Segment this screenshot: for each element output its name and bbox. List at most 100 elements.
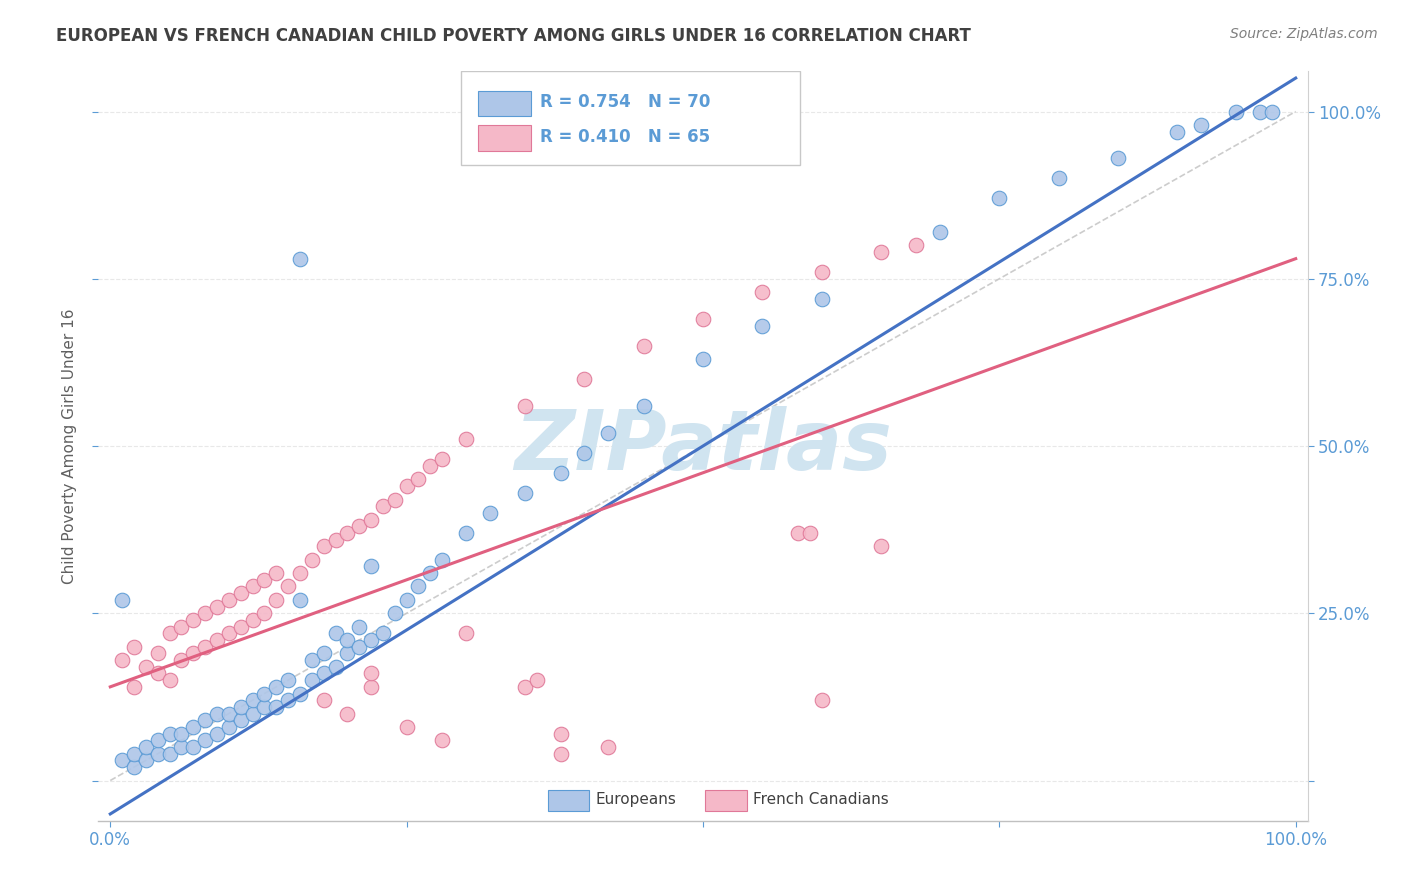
Point	[598, 425, 620, 440]
Point	[550, 747, 572, 761]
Point	[574, 446, 596, 460]
Point	[1249, 104, 1271, 119]
Point	[181, 740, 204, 755]
Point	[454, 433, 477, 447]
Point	[122, 680, 145, 694]
Point	[218, 626, 240, 640]
Point	[229, 714, 252, 728]
Point	[1189, 118, 1212, 132]
Point	[408, 473, 430, 487]
Point	[574, 372, 596, 386]
Point	[264, 566, 287, 581]
Point	[253, 607, 276, 621]
Point	[395, 479, 418, 493]
Point	[395, 593, 418, 607]
Text: Europeans: Europeans	[595, 792, 676, 807]
Point	[218, 593, 240, 607]
Point	[347, 620, 370, 634]
Point	[395, 720, 418, 734]
Point	[181, 646, 204, 660]
Point	[146, 747, 169, 761]
Point	[277, 580, 299, 594]
Point	[205, 726, 228, 740]
Point	[135, 740, 157, 755]
Point	[205, 599, 228, 614]
Point	[751, 285, 773, 300]
Point	[336, 646, 359, 660]
Point	[170, 620, 193, 634]
Point	[633, 339, 655, 353]
Point	[360, 512, 382, 526]
Point	[325, 533, 347, 547]
FancyBboxPatch shape	[461, 71, 800, 165]
Point	[135, 660, 157, 674]
Point	[810, 265, 832, 279]
Point	[122, 747, 145, 761]
Point	[988, 192, 1011, 206]
Point	[869, 539, 891, 553]
FancyBboxPatch shape	[548, 790, 589, 811]
Point	[242, 613, 264, 627]
Point	[194, 733, 217, 747]
Point	[146, 666, 169, 681]
Text: French Canadians: French Canadians	[752, 792, 889, 807]
Point	[810, 693, 832, 707]
Point	[692, 312, 714, 326]
Point	[347, 519, 370, 533]
Point	[288, 687, 311, 701]
Point	[277, 673, 299, 688]
Point	[1225, 104, 1247, 119]
Point	[325, 660, 347, 674]
Text: R = 0.754   N = 70: R = 0.754 N = 70	[540, 93, 710, 112]
Point	[454, 526, 477, 541]
Point	[515, 680, 537, 694]
Point	[905, 238, 928, 252]
Point	[288, 593, 311, 607]
Text: ZIPatlas: ZIPatlas	[515, 406, 891, 486]
Point	[1166, 125, 1188, 139]
Point	[312, 666, 335, 681]
Point	[159, 673, 181, 688]
Point	[277, 693, 299, 707]
Point	[264, 699, 287, 714]
FancyBboxPatch shape	[478, 91, 531, 116]
Point	[336, 633, 359, 648]
Point	[194, 640, 217, 654]
Point	[170, 740, 193, 755]
Point	[205, 706, 228, 721]
Point	[1107, 152, 1129, 166]
Point	[751, 318, 773, 333]
Point	[301, 673, 323, 688]
Point	[253, 573, 276, 587]
Point	[325, 626, 347, 640]
Point	[312, 646, 335, 660]
Text: Source: ZipAtlas.com: Source: ZipAtlas.com	[1230, 27, 1378, 41]
Point	[181, 720, 204, 734]
Point	[454, 626, 477, 640]
Point	[515, 399, 537, 413]
Point	[301, 552, 323, 567]
Point	[419, 459, 441, 474]
Point	[242, 706, 264, 721]
Point	[253, 687, 276, 701]
Point	[229, 620, 252, 634]
Point	[253, 699, 276, 714]
Point	[526, 673, 548, 688]
Point	[432, 552, 454, 567]
Point	[312, 539, 335, 553]
Point	[633, 399, 655, 413]
Point	[146, 733, 169, 747]
Point	[312, 693, 335, 707]
FancyBboxPatch shape	[478, 125, 531, 151]
Point	[515, 485, 537, 500]
Point	[264, 593, 287, 607]
Point	[111, 593, 134, 607]
Point	[810, 292, 832, 306]
Point	[1047, 171, 1070, 186]
Text: R = 0.410   N = 65: R = 0.410 N = 65	[540, 128, 710, 145]
Point	[242, 580, 264, 594]
Point	[360, 680, 382, 694]
Point	[371, 626, 394, 640]
Point	[301, 653, 323, 667]
Point	[288, 566, 311, 581]
